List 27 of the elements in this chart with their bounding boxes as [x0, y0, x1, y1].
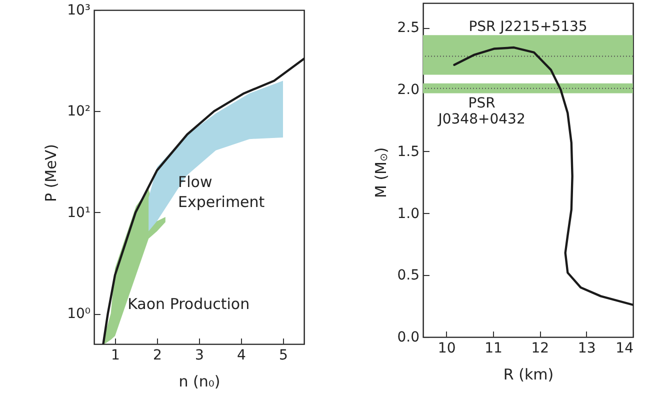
x-tick-label: 2	[153, 348, 162, 364]
x-tick-label: 12	[531, 340, 550, 356]
y-axis-title: P (MeV)	[42, 143, 61, 204]
y-tick-label: 1.5	[397, 144, 420, 160]
y-tick-label: 10⁰	[67, 306, 91, 322]
y-tick-label: 10³	[67, 2, 90, 18]
y-tick-label: 0.5	[397, 268, 420, 284]
y-tick-label: 10²	[67, 104, 90, 120]
x-tick-label: 1	[111, 348, 120, 364]
annotation: Kaon Production	[128, 294, 250, 313]
band-label: PSR J0348+0432	[437, 95, 526, 128]
x-axis-title: R (km)	[503, 366, 554, 384]
y-tick-label: 0.0	[397, 330, 420, 346]
x-tick-label: 11	[484, 340, 502, 356]
annotation: Flow Experiment	[178, 172, 265, 211]
x-tick-label: 5	[279, 348, 288, 364]
y-tick-label: 1.0	[397, 206, 420, 222]
band-label: PSR J2215+5135	[468, 19, 588, 36]
x-axis-title: n (n₀)	[178, 372, 220, 390]
x-tick-label: 3	[195, 348, 204, 364]
y-tick-label: 2.0	[397, 82, 420, 98]
x-tick-label: 13	[578, 340, 596, 356]
x-tick-label: 10	[438, 340, 456, 356]
x-tick-label: 14	[616, 340, 634, 356]
x-tick-label: 4	[237, 348, 246, 364]
y-tick-label: 2.5	[397, 20, 420, 36]
y-tick-label: 10¹	[67, 204, 90, 221]
